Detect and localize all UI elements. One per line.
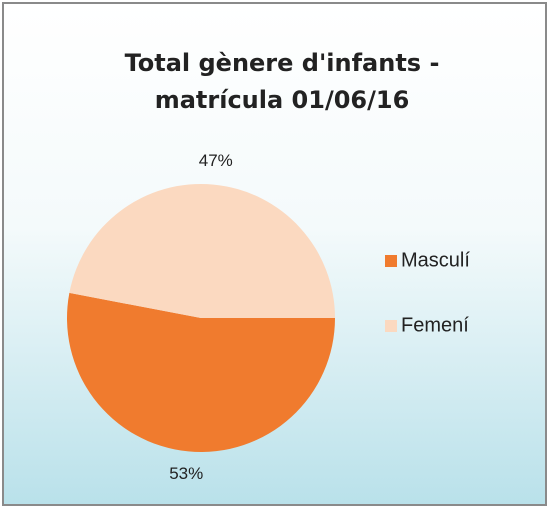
chart-title: Total gènere d'infants - xyxy=(125,49,440,77)
legend-label: Masculí xyxy=(401,249,470,271)
pie-slice xyxy=(69,183,335,318)
data-label: 47% xyxy=(199,151,233,170)
legend-swatch xyxy=(385,320,397,332)
legend-label: Femení xyxy=(401,314,469,336)
data-label: 53% xyxy=(169,464,203,483)
pie-slice xyxy=(66,292,335,452)
legend-swatch xyxy=(385,255,397,267)
chart-title: matrícula 01/06/16 xyxy=(155,86,410,114)
